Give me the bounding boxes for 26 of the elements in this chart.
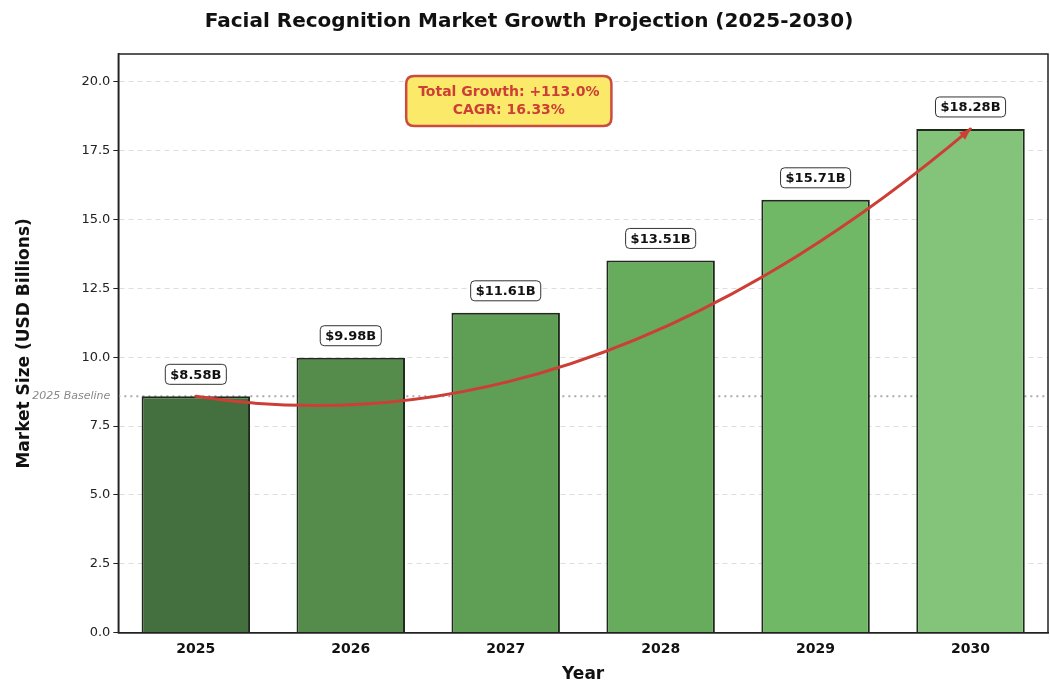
data-label: $9.98B	[325, 328, 377, 344]
data-label: $8.58B	[170, 366, 222, 382]
y-tick-label: 5.0	[89, 486, 111, 502]
ref-line-label: 2025 Baseline	[32, 389, 111, 403]
annotation: Total Growth: +113.0% CAGR: 16.33%	[418, 82, 600, 117]
data-label: $18.28B	[940, 99, 1001, 115]
x-tick-label: 2025	[176, 639, 216, 656]
x-axis-title: Year	[561, 663, 605, 684]
x-tick-label: 2029	[796, 639, 836, 656]
x-tick-label: 2027	[486, 639, 526, 656]
data-label: $13.51B	[630, 230, 691, 246]
y-tick-label: 15.0	[81, 210, 111, 226]
y-tick-label: 10.0	[81, 348, 111, 364]
x-tick-label: 2030	[951, 639, 991, 656]
y-tick-label: 0.0	[89, 624, 111, 640]
y-tick-label: 12.5	[81, 279, 111, 295]
x-tick-label: 2028	[641, 639, 681, 656]
y-tick-label: 17.5	[81, 141, 111, 157]
data-label: $11.61B	[475, 283, 536, 299]
data-label: $15.71B	[785, 170, 846, 186]
x-tick-label: 2026	[331, 639, 371, 656]
y-tick-label: 2.5	[89, 555, 111, 571]
y-tick-label: 20.0	[81, 72, 111, 88]
y-axis-title: Market Size (USD Billions)	[12, 218, 33, 469]
y-tick-label: 7.5	[89, 417, 111, 433]
chart-title: Facial Recognition Market Growth Projection (2025-2030)	[204, 8, 854, 33]
